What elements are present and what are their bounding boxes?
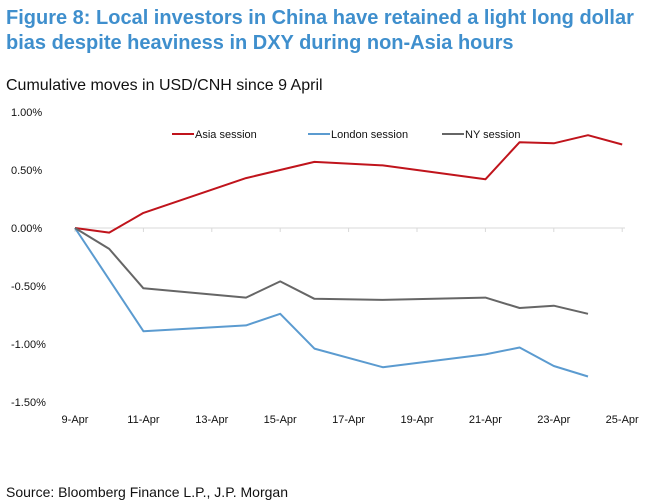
y-tick-label: 0.00%: [11, 223, 42, 235]
x-tick-label: 17-Apr: [332, 414, 365, 426]
y-tick-label: -0.50%: [11, 281, 46, 293]
x-tick-label: 9-Apr: [62, 414, 89, 426]
legend-label: Asia session: [195, 129, 257, 141]
x-tick-label: 25-Apr: [606, 414, 639, 426]
figure-title: Figure 8: Local investors in China have …: [6, 7, 634, 54]
x-tick-label: 21-Apr: [469, 414, 502, 426]
x-tick-label: 19-Apr: [400, 414, 433, 426]
legend-label: NY session: [465, 129, 520, 141]
y-tick-label: 1.00%: [11, 107, 42, 119]
series-line-ny-session: [74, 227, 589, 315]
source-note: Source: Bloomberg Finance L.P., J.P. Mor…: [6, 484, 288, 500]
x-tick-label: 13-Apr: [195, 414, 228, 426]
x-tick-label: 15-Apr: [264, 414, 297, 426]
legend-label: London session: [331, 129, 408, 141]
x-tick-label: 23-Apr: [537, 414, 570, 426]
x-tick-label: 11-Apr: [127, 414, 160, 426]
chart-subtitle: Cumulative moves in USD/CNH since 9 Apri…: [6, 77, 323, 94]
series-line-asia-session: [74, 134, 623, 234]
line-chart: 9-Apr 11-Apr 13-Apr 15-Apr 17-Apr 19-Apr 21-Ap…: [11, 107, 639, 426]
series-line-london-session: [74, 227, 589, 378]
y-tick-label: -1.50%: [11, 397, 46, 409]
y-tick-label: 0.50%: [11, 165, 42, 177]
y-tick-label: -1.00%: [11, 339, 46, 351]
